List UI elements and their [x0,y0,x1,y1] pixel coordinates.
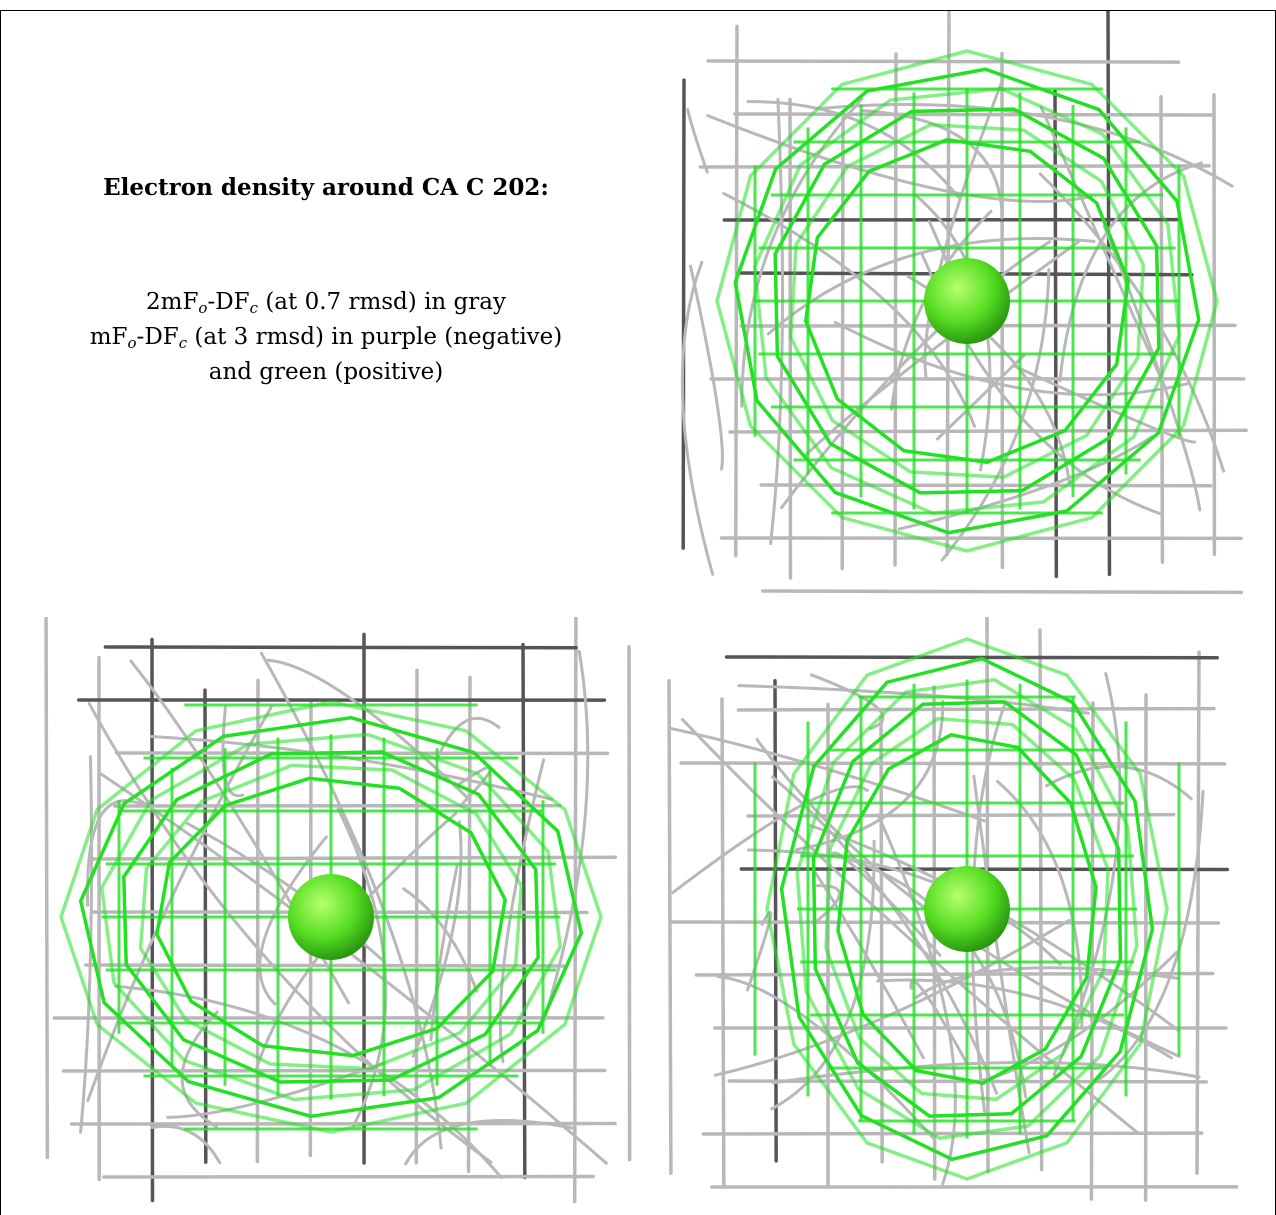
caption-line-2: mFo-DFc (at 3 rmsd) in purple (negative) [1,324,649,352]
caption-line-1-sub1: o [198,299,208,317]
green-mesh [715,49,1219,553]
caption-line-1-post: (at 0.7 rmsd) in gray [258,289,506,315]
caption-line-3: and green (positive) [208,359,444,385]
caption-line-2-sub2: c [178,334,188,352]
density-view-3 [649,617,1276,1215]
caption-line-1-mid: -DF [207,289,250,315]
caption-line-2-pre: mF [89,324,128,350]
caption-line-1-pre: 2mF [146,289,199,315]
density-view-2 [0,617,650,1215]
caption-line-2-sub1: o [127,334,137,352]
caption-line-1: 2mFo-DFc (at 0.7 rmsd) in gray [1,289,649,317]
gray-mesh [44,617,632,1204]
caption-cell: Electron density around CA C 202: 2mFo-D… [0,10,650,618]
caption-line-2-post: (at 3 rmsd) in purple (negative) [187,324,563,350]
gray-mesh [667,617,1239,1202]
caption-line-2-mid: -DF [136,324,179,350]
density-mesh-image-2 [44,617,632,1204]
caption-line-1-sub2: c [249,299,259,317]
caption: Electron density around CA C 202: 2mFo-D… [1,11,649,617]
caption-title: Electron density around CA C 202: [103,174,549,201]
atom-sphere [288,874,374,960]
density-view-1 [649,10,1276,618]
density-mesh-image-3 [667,617,1239,1202]
density-mesh-image-1 [680,11,1248,595]
atom-sphere [924,258,1010,344]
atom-sphere [924,866,1010,952]
